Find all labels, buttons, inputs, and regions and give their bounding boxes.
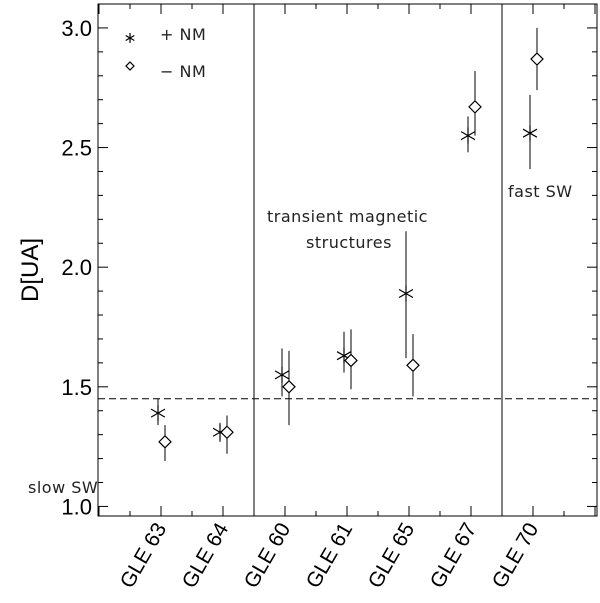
x-tick-label: GLE 65 bbox=[364, 519, 420, 592]
y-tick-label: 2.5 bbox=[61, 136, 92, 161]
legend-asterisk-icon bbox=[125, 33, 135, 43]
point-plus-nm bbox=[398, 285, 414, 302]
annotation-slow-sw: slow SW bbox=[28, 478, 98, 497]
legend-diamond-shape bbox=[125, 61, 135, 71]
point-minus-nm bbox=[344, 353, 358, 368]
grid-layer bbox=[97, 3, 598, 517]
point-minus-nm bbox=[220, 425, 234, 440]
legend-asterisk-shape bbox=[125, 33, 135, 43]
y-axis-title: D[UA] bbox=[17, 238, 44, 302]
point-minus-nm bbox=[530, 52, 544, 66]
y-tick-label: 3.0 bbox=[61, 16, 92, 41]
point-minus-nm bbox=[158, 434, 172, 449]
point-minus-nm bbox=[468, 100, 482, 114]
x-tick-label: GLE 64 bbox=[178, 519, 234, 592]
legend-minus-label: − NM bbox=[160, 62, 206, 81]
legend-plus-label: + NM bbox=[160, 25, 206, 44]
x-tick-label: GLE 70 bbox=[488, 519, 544, 592]
x-tick-label: GLE 67 bbox=[426, 519, 482, 592]
point-plus-nm bbox=[274, 366, 290, 383]
legend: + NM − NM bbox=[125, 25, 206, 81]
x-tick-label: GLE 61 bbox=[302, 519, 358, 592]
x-tick-label: GLE 63 bbox=[116, 519, 172, 592]
marks-layer bbox=[150, 27, 544, 461]
legend-diamond-icon bbox=[125, 61, 135, 71]
y-tick-label: 1.5 bbox=[61, 375, 92, 400]
point-plus-nm bbox=[522, 125, 538, 142]
point-minus-nm bbox=[406, 358, 420, 373]
y-tick-label: 1.0 bbox=[61, 494, 92, 519]
annotation-fast-sw: fast SW bbox=[508, 182, 573, 201]
y-tick-label: 2.0 bbox=[61, 255, 92, 280]
annotation-transient-line2: structures bbox=[306, 233, 392, 252]
point-minus-nm bbox=[282, 379, 296, 394]
point-plus-nm bbox=[460, 127, 476, 144]
x-tick-label: GLE 60 bbox=[240, 519, 296, 592]
point-plus-nm bbox=[150, 405, 166, 422]
annotation-transient-line1: transient magnetic bbox=[267, 207, 428, 226]
